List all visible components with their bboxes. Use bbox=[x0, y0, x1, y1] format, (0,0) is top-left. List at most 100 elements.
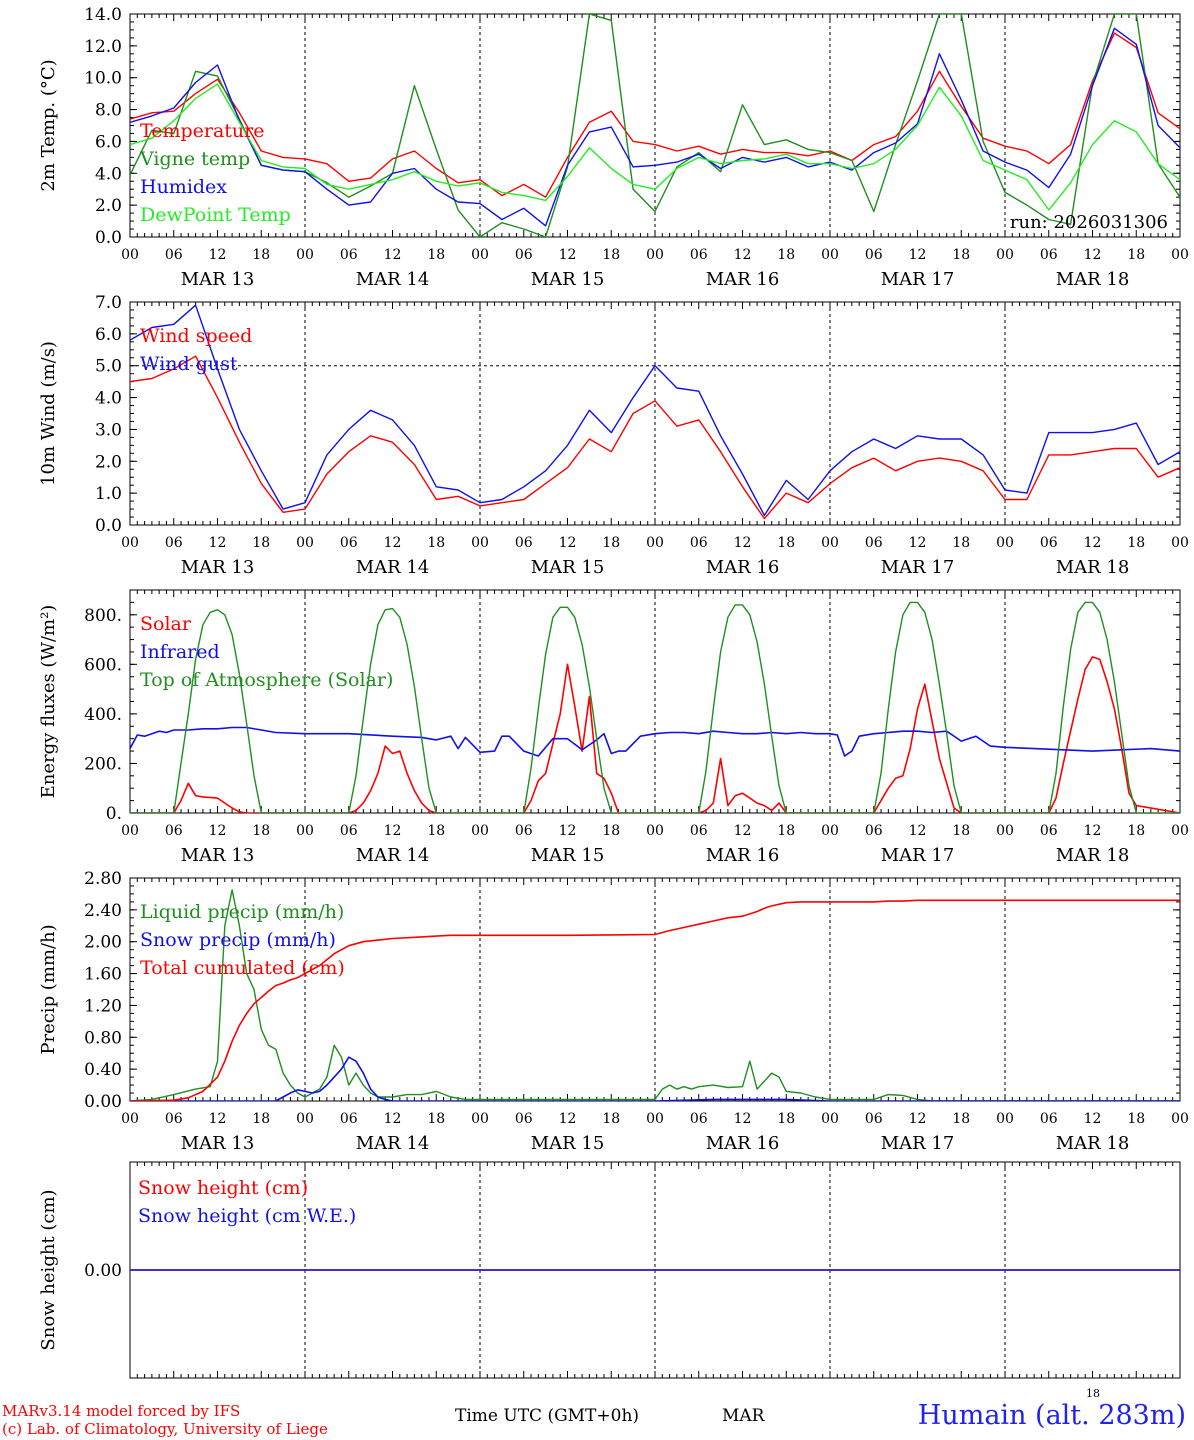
panel-3: 0. 200. 400. 600. 800. Energy fluxes (W/m²) 00… bbox=[38, 589, 1189, 866]
y-tick-label: 4.0 bbox=[95, 389, 122, 409]
x-tick-label: 00 bbox=[1171, 247, 1189, 263]
plot-frame bbox=[129, 301, 1181, 526]
day-label: MAR 17 bbox=[881, 557, 955, 578]
x-tick-label: 12 bbox=[734, 1111, 752, 1127]
x-tick-label: 12 bbox=[559, 1111, 577, 1127]
x-tick-label: 06 bbox=[1040, 247, 1058, 263]
x-tick-label: 00 bbox=[296, 535, 314, 551]
x-tick-label: 06 bbox=[340, 823, 358, 839]
y-tick-label: 4.0 bbox=[95, 164, 122, 184]
x-tick-label: 12 bbox=[1084, 535, 1102, 551]
x-tick-label: 00 bbox=[121, 247, 139, 263]
day-label: MAR 14 bbox=[356, 1133, 430, 1154]
day-label: MAR 15 bbox=[531, 845, 605, 866]
y-tick-label: 0. bbox=[106, 804, 122, 824]
x-tick-label: 18 bbox=[1127, 535, 1145, 551]
x-tick-label: 06 bbox=[1040, 1111, 1058, 1127]
x-tick-label: 18 bbox=[602, 247, 620, 263]
y-tick-label: 6.0 bbox=[95, 325, 122, 345]
y-tick-label: 10.0 bbox=[84, 69, 122, 89]
panel-2: 0.0 1.0 2.0 3.0 4.0 5.0 6.0 7.0 10m Wind (m/s) 00… bbox=[38, 293, 1189, 578]
panel-4: 0.00 0.40 0.80 1.20 1.60 2.00 2.40 2.80 Precip (… bbox=[38, 869, 1189, 1154]
x-tick-label: 18 bbox=[252, 1111, 270, 1127]
y-tick-label: 0.00 bbox=[84, 1092, 122, 1112]
x-tick-label: 00 bbox=[821, 247, 839, 263]
y-tick-label: 6.0 bbox=[95, 132, 122, 152]
x-tick-label: 12 bbox=[1084, 823, 1102, 839]
x-tick-label: 00 bbox=[296, 247, 314, 263]
x-tick-label: 18 bbox=[252, 823, 270, 839]
legend-entry: Vigne temp bbox=[139, 148, 250, 170]
legend-entry: Humidex bbox=[140, 176, 227, 198]
x-tick-label: 12 bbox=[734, 247, 752, 263]
x-tick-label: 06 bbox=[515, 535, 533, 551]
x-tick-label: 00 bbox=[1171, 535, 1189, 551]
series-line-humidex bbox=[130, 27, 1180, 227]
x-tick-label: 18 bbox=[602, 823, 620, 839]
y-tick-label: 3.0 bbox=[95, 420, 122, 440]
model-credit: MARv3.14 model forced by IFS bbox=[2, 1402, 241, 1420]
day-label: MAR 15 bbox=[531, 557, 605, 578]
x-tick-label: 00 bbox=[646, 823, 664, 839]
x-tick-label: 06 bbox=[515, 823, 533, 839]
day-label: MAR 18 bbox=[1056, 1133, 1130, 1154]
legend-entry: Liquid precip (mm/h) bbox=[140, 901, 344, 923]
day-label: MAR 18 bbox=[1056, 269, 1130, 290]
x-tick-label: 18 bbox=[952, 535, 970, 551]
y-tick-label: 5.0 bbox=[95, 357, 122, 377]
series-line-wind-speed bbox=[130, 355, 1180, 520]
x-tick-label: 12 bbox=[1084, 1111, 1102, 1127]
x-tick-label: 18 bbox=[777, 1111, 795, 1127]
x-tick-label: 06 bbox=[165, 535, 183, 551]
y-axis-label: 2m Temp. (°C) bbox=[38, 59, 59, 191]
y-tick-label: 2.0 bbox=[95, 196, 122, 216]
x-tick-label: 00 bbox=[646, 535, 664, 551]
legend-entry: Wind speed bbox=[140, 325, 252, 347]
series-line-infrared bbox=[130, 726, 1180, 757]
x-tick-label: 00 bbox=[121, 823, 139, 839]
x-tick-label: 12 bbox=[1084, 247, 1102, 263]
y-tick-label: 0.40 bbox=[84, 1060, 122, 1080]
legend-entry: Snow height (cm W.E.) bbox=[138, 1205, 356, 1227]
x-tick-label: 06 bbox=[515, 247, 533, 263]
run-annotation: run: 2026031306 bbox=[1010, 212, 1168, 233]
x-tick-label: 18 bbox=[952, 247, 970, 263]
x-tick-label: 06 bbox=[865, 1111, 883, 1127]
y-tick-label: 1.20 bbox=[84, 996, 122, 1016]
series-line-total-cumulated-cm- bbox=[130, 899, 1180, 1101]
series-line-snow-precip-mm-h- bbox=[130, 1056, 1180, 1101]
legend-entry: Total cumulated (cm) bbox=[140, 957, 345, 979]
legend-entry: DewPoint Temp bbox=[140, 204, 291, 226]
day-label: MAR 17 bbox=[881, 845, 955, 866]
x-tick-label: 06 bbox=[690, 535, 708, 551]
legend-entry: Infrared bbox=[140, 641, 220, 663]
x-tick-label: 12 bbox=[909, 247, 927, 263]
x-tick-label: 00 bbox=[646, 1111, 664, 1127]
series-group bbox=[130, 304, 1180, 520]
x-tick-label: 12 bbox=[384, 535, 402, 551]
y-tick-label: 2.00 bbox=[84, 933, 122, 953]
x-tick-label: 18 bbox=[1127, 1111, 1145, 1127]
legend-entry: Solar bbox=[140, 613, 192, 635]
x-tick-label: 06 bbox=[865, 535, 883, 551]
y-tick-label: 800. bbox=[84, 606, 122, 626]
x-tick-label: 00 bbox=[821, 823, 839, 839]
day-label: MAR 16 bbox=[706, 557, 780, 578]
x-tick-label: 00 bbox=[121, 1111, 139, 1127]
x-tick-label: 00 bbox=[296, 1111, 314, 1127]
day-label: MAR 14 bbox=[356, 269, 430, 290]
day-label: MAR 16 bbox=[706, 1133, 780, 1154]
x-tick-label: 00 bbox=[296, 823, 314, 839]
x-tick-label: 18 bbox=[602, 535, 620, 551]
x-tick-label: 06 bbox=[1040, 535, 1058, 551]
series-line-dewpoint-temp bbox=[130, 83, 1180, 211]
x-tick-label: 12 bbox=[209, 823, 227, 839]
x-tick-label: 18 bbox=[427, 535, 445, 551]
x-tick-label: 00 bbox=[646, 247, 664, 263]
x-tick-label: 00 bbox=[996, 823, 1014, 839]
y-tick-label: 7.0 bbox=[95, 293, 122, 313]
x-tick-label: 18 bbox=[602, 1111, 620, 1127]
y-axis-label: Precip (mm/h) bbox=[38, 924, 59, 1054]
legend-entry: Top of Atmosphere (Solar) bbox=[140, 669, 393, 691]
x-tick-label: 06 bbox=[865, 247, 883, 263]
